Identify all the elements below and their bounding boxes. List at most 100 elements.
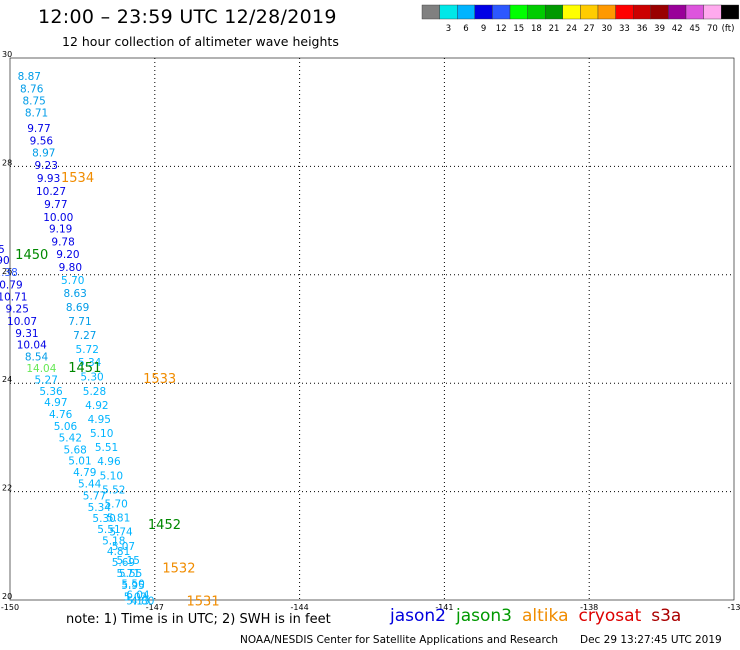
wave-height-point: 5.72 xyxy=(76,344,99,356)
scale-tick-label: 18 xyxy=(531,24,542,34)
scale-tick-label: 6 xyxy=(463,24,468,34)
wave-height-point: 8.54 xyxy=(25,352,49,364)
wave-height-point: 5.71 xyxy=(117,568,140,580)
wave-height-point: 5.70 xyxy=(104,499,127,511)
wave-height-point: 4.79 xyxy=(73,467,96,479)
pass-number-label: 1533 xyxy=(143,372,176,387)
wave-height-point: 4.96 xyxy=(97,456,121,468)
credit-line: NOAA/NESDIS Center for Satellite Applica… xyxy=(240,634,558,646)
wave-height-point: 9.31 xyxy=(15,328,38,340)
mission-legend-item: jason3 xyxy=(456,606,512,626)
wave-height-point: 5.18 xyxy=(102,535,125,547)
wave-height-point: 4.97 xyxy=(44,397,67,409)
pass-number-label: 1534 xyxy=(61,171,94,186)
wave-height-point: 8.71 xyxy=(25,108,48,120)
wave-height-point: 5.10 xyxy=(100,470,123,482)
mission-legend-item: cryosat xyxy=(578,606,642,626)
wave-height-point: 5.42 xyxy=(59,432,82,444)
wave-height-point: 4.81 xyxy=(107,546,130,558)
wave-height-point: 11.38 xyxy=(0,267,18,279)
scale-tick-label: 12 xyxy=(496,24,507,34)
wave-height-point: 8.69 xyxy=(66,302,89,314)
scale-tick-label: 70 xyxy=(707,24,718,34)
wave-height-point: 5.51 xyxy=(97,524,120,536)
wave-height-point: 5.74 xyxy=(109,527,133,539)
wave-height-point: 5.44 xyxy=(78,478,102,490)
wave-height-point: 5.69 xyxy=(112,557,135,569)
scale-tick-label: 27 xyxy=(584,24,595,34)
scale-tick-label: 21 xyxy=(549,24,560,34)
wave-height-point: 8.87 xyxy=(18,71,41,83)
lat-tick-label: 26 xyxy=(2,267,12,276)
wave-height-point: 5.95 xyxy=(121,580,144,592)
pass-number-label: 1451 xyxy=(68,361,101,376)
pass-number-label: 1532 xyxy=(162,561,195,576)
lat-tick-label: 28 xyxy=(2,158,12,167)
wave-height-point: 10.04 xyxy=(17,340,47,352)
wave-height-point: 5.15 xyxy=(117,555,140,567)
wave-height-point: 9.77 xyxy=(27,123,50,135)
wave-height-point: 5.10 xyxy=(90,428,113,440)
wave-height-point: 4.95 xyxy=(88,414,111,426)
lon-tick-label: -150 xyxy=(1,603,19,612)
wave-height-point: 8.76 xyxy=(20,83,44,95)
plot-frame xyxy=(9,57,735,601)
footnote: note: 1) Time is in UTC; 2) SWH is in fe… xyxy=(66,612,331,627)
wave-height-point: 9.19 xyxy=(49,224,72,236)
wave-height-point: 5.68 xyxy=(63,444,86,456)
wave-height-point: 5.55 xyxy=(119,568,142,580)
scale-unit-label: (ft) xyxy=(722,24,735,34)
wave-height-point: 9.25 xyxy=(6,303,29,315)
wave-height-point: 5.07 xyxy=(112,541,135,553)
pass-number-label: 1452 xyxy=(148,518,181,533)
pass-number-label: 1531 xyxy=(187,595,220,610)
wave-height-point: 5.30 xyxy=(92,513,115,525)
lon-tick-label: -141 xyxy=(435,603,453,612)
scale-tick-label: 9 xyxy=(481,24,486,34)
wave-height-point: 5.36 xyxy=(39,386,63,398)
wave-height-point: 10.79 xyxy=(0,280,23,292)
scale-tick-label: 24 xyxy=(566,24,577,34)
chart-subtitle: 12 hour collection of altimeter wave hei… xyxy=(62,34,339,49)
wave-height-point: 5.70 xyxy=(61,275,84,287)
lon-tick-label: -138 xyxy=(580,603,598,612)
scale-tick-label: 33 xyxy=(619,24,630,34)
wave-height-point: 4.76 xyxy=(49,409,73,421)
wave-height-point: 5.77 xyxy=(83,490,106,502)
wave-height-point: 5.50 xyxy=(121,579,144,591)
wave-height-point: 9.15 xyxy=(0,244,5,256)
scale-tick-label: 15 xyxy=(513,24,524,34)
wave-height-point: 5.13 xyxy=(126,596,149,608)
wave-height-point: 5.81 xyxy=(107,513,130,525)
wave-height-point: 5.34 xyxy=(78,357,102,369)
wave-height-point: 10.27 xyxy=(36,186,66,198)
wave-height-point: 7.27 xyxy=(73,330,96,342)
scale-tick-label: 39 xyxy=(654,24,665,34)
wave-height-point: 5.28 xyxy=(83,386,106,398)
wave-height-point: 10.71 xyxy=(0,291,27,303)
pass-number-label: 1450 xyxy=(15,248,48,263)
wave-height-point: 4.80 xyxy=(131,596,154,608)
wave-height-point: 4.92 xyxy=(85,400,108,412)
lat-tick-label: 30 xyxy=(2,50,12,59)
wave-height-point: 5.51 xyxy=(95,442,118,454)
wave-height-point: 5.01 xyxy=(68,456,91,468)
wave-height-point: 5.06 xyxy=(54,421,78,433)
wave-height-point: 5.27 xyxy=(35,374,58,386)
scale-tick-label: 36 xyxy=(637,24,648,34)
scale-tick-label: 45 xyxy=(689,24,700,34)
mission-legend-item: s3a xyxy=(651,606,682,626)
color-scale-legend: 3 6 9 12 15 18 21 24 27 30 33 36 39 42 45 70 (ft) xyxy=(421,4,740,34)
wave-height-point: 9.80 xyxy=(59,262,82,274)
wave-height-point: 9.23 xyxy=(35,160,58,172)
mission-legend: jason2 jason3 altika cryosat s3a xyxy=(390,606,681,626)
wave-height-point: 5.02 xyxy=(124,592,147,604)
wave-height-point: 8.63 xyxy=(63,288,86,300)
wave-height-point: 9.93 xyxy=(37,173,60,185)
lat-tick-label: 22 xyxy=(2,484,12,493)
wave-height-point: 7.71 xyxy=(68,316,91,328)
wave-height-point: 5.30 xyxy=(80,372,103,384)
wave-height-point: 5.34 xyxy=(88,502,112,514)
wave-height-point: 9.56 xyxy=(30,135,54,147)
